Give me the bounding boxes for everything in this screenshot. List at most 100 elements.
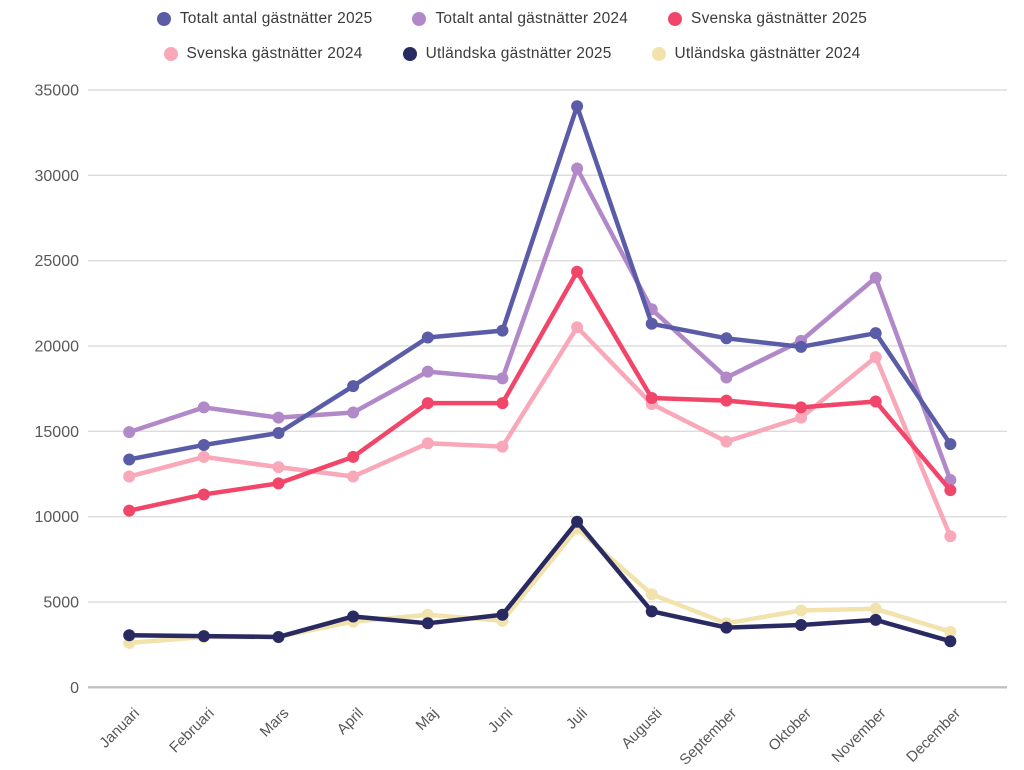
data-point bbox=[720, 371, 733, 384]
data-point bbox=[421, 331, 434, 344]
legend-item-totalt-2024[interactable]: Totalt antal gästnätter 2024 bbox=[412, 10, 628, 28]
data-point bbox=[123, 453, 136, 466]
data-point bbox=[645, 317, 658, 330]
chart-legend: Totalt antal gästnätter 2025 Totalt anta… bbox=[0, 10, 1024, 63]
y-tick-label: 25000 bbox=[35, 253, 80, 270]
series-line-1 bbox=[126, 166, 953, 483]
series-line-0 bbox=[126, 103, 953, 462]
data-point bbox=[421, 437, 434, 450]
data-point bbox=[944, 635, 957, 648]
data-point bbox=[123, 426, 136, 439]
data-point bbox=[869, 602, 882, 615]
data-point bbox=[347, 406, 360, 419]
data-point bbox=[197, 630, 210, 643]
x-tick-label: December bbox=[903, 705, 964, 766]
data-point bbox=[496, 608, 509, 621]
data-point bbox=[944, 625, 957, 638]
x-tick-label: Mars bbox=[257, 705, 293, 741]
x-tick-label: Oktober bbox=[765, 705, 815, 755]
data-point bbox=[869, 613, 882, 626]
data-point bbox=[869, 395, 882, 408]
data-point bbox=[944, 438, 957, 451]
data-point bbox=[571, 100, 584, 113]
legend-label: Utländska gästnätter 2025 bbox=[425, 45, 612, 62]
x-tick-label: Juni bbox=[485, 705, 516, 736]
legend-marker-icon bbox=[412, 12, 427, 26]
y-tick-label: 5000 bbox=[43, 594, 79, 611]
legend-row-2: Svenska gästnätter 2024 Utländska gästnä… bbox=[163, 45, 861, 63]
data-point bbox=[869, 271, 882, 284]
data-point bbox=[944, 530, 957, 543]
legend-label: Totalt antal gästnätter 2025 bbox=[179, 10, 373, 27]
data-point bbox=[197, 488, 210, 501]
data-point bbox=[123, 470, 136, 483]
x-tick-label: November bbox=[829, 705, 890, 766]
legend-label: Totalt antal gästnätter 2024 bbox=[435, 10, 629, 27]
legend-item-utlandska-2025[interactable]: Utländska gästnätter 2025 bbox=[402, 45, 612, 63]
data-point bbox=[421, 365, 434, 378]
data-point bbox=[421, 617, 434, 630]
data-point bbox=[571, 515, 584, 528]
legend-item-svenska-2025[interactable]: Svenska gästnätter 2025 bbox=[668, 10, 867, 28]
data-point bbox=[197, 438, 210, 451]
y-tick-label: 35000 bbox=[35, 83, 80, 100]
data-point bbox=[720, 435, 733, 448]
data-point bbox=[272, 477, 285, 490]
data-point bbox=[272, 630, 285, 643]
data-point bbox=[272, 461, 285, 474]
data-point bbox=[272, 427, 285, 440]
legend-label: Svenska gästnätter 2024 bbox=[186, 45, 363, 62]
y-tick-label: 30000 bbox=[35, 168, 80, 185]
data-point bbox=[571, 162, 584, 175]
data-point bbox=[421, 397, 434, 410]
data-point bbox=[944, 484, 957, 497]
data-point bbox=[197, 450, 210, 463]
line-chart-plot-area: 0 5000 10000 15000 20000 25000 30000 35000 Janua… bbox=[35, 83, 1007, 769]
x-tick-label: Augusti bbox=[618, 705, 665, 752]
x-tick-label: September bbox=[676, 705, 740, 769]
legend-marker-icon bbox=[163, 47, 178, 61]
data-point bbox=[795, 340, 808, 353]
data-point bbox=[795, 619, 808, 632]
x-tick-label: April bbox=[334, 705, 367, 738]
data-point bbox=[869, 327, 882, 340]
data-point bbox=[123, 629, 136, 642]
data-point bbox=[720, 332, 733, 345]
data-point bbox=[720, 621, 733, 634]
data-point bbox=[496, 440, 509, 453]
data-point bbox=[496, 324, 509, 337]
legend-marker-icon bbox=[402, 47, 417, 61]
data-point bbox=[421, 608, 434, 621]
data-point bbox=[496, 372, 509, 385]
series-line-2 bbox=[126, 269, 953, 513]
legend-label: Utländska gästnätter 2024 bbox=[674, 45, 861, 62]
data-point bbox=[795, 411, 808, 424]
x-tick-label: Maj bbox=[413, 705, 442, 734]
data-point bbox=[347, 610, 360, 623]
data-point bbox=[645, 605, 658, 618]
series-line-5 bbox=[126, 526, 953, 646]
x-tick-label: Februari bbox=[166, 705, 218, 757]
data-point bbox=[795, 401, 808, 414]
legend-item-totalt-2025[interactable]: Totalt antal gästnätter 2025 bbox=[156, 10, 373, 28]
legend-marker-icon bbox=[156, 12, 171, 26]
data-point bbox=[272, 411, 285, 424]
legend-item-svenska-2024[interactable]: Svenska gästnätter 2024 bbox=[163, 45, 363, 63]
y-tick-label: 0 bbox=[70, 680, 79, 697]
data-point bbox=[123, 504, 136, 517]
data-point bbox=[645, 588, 658, 601]
data-point bbox=[720, 394, 733, 407]
legend-marker-icon bbox=[668, 12, 683, 26]
x-tick-label: Januari bbox=[96, 705, 143, 752]
data-point bbox=[347, 450, 360, 463]
legend-row-1: Totalt antal gästnätter 2025 Totalt anta… bbox=[156, 10, 867, 28]
y-tick-label: 10000 bbox=[35, 509, 80, 526]
series-line-4 bbox=[126, 519, 953, 644]
data-point bbox=[571, 321, 584, 334]
legend-item-utlandska-2024[interactable]: Utländska gästnätter 2024 bbox=[651, 45, 861, 63]
x-tick-label: Juli bbox=[563, 705, 591, 733]
data-point bbox=[571, 265, 584, 278]
data-point bbox=[944, 473, 957, 486]
legend-label: Svenska gästnätter 2025 bbox=[691, 10, 868, 27]
